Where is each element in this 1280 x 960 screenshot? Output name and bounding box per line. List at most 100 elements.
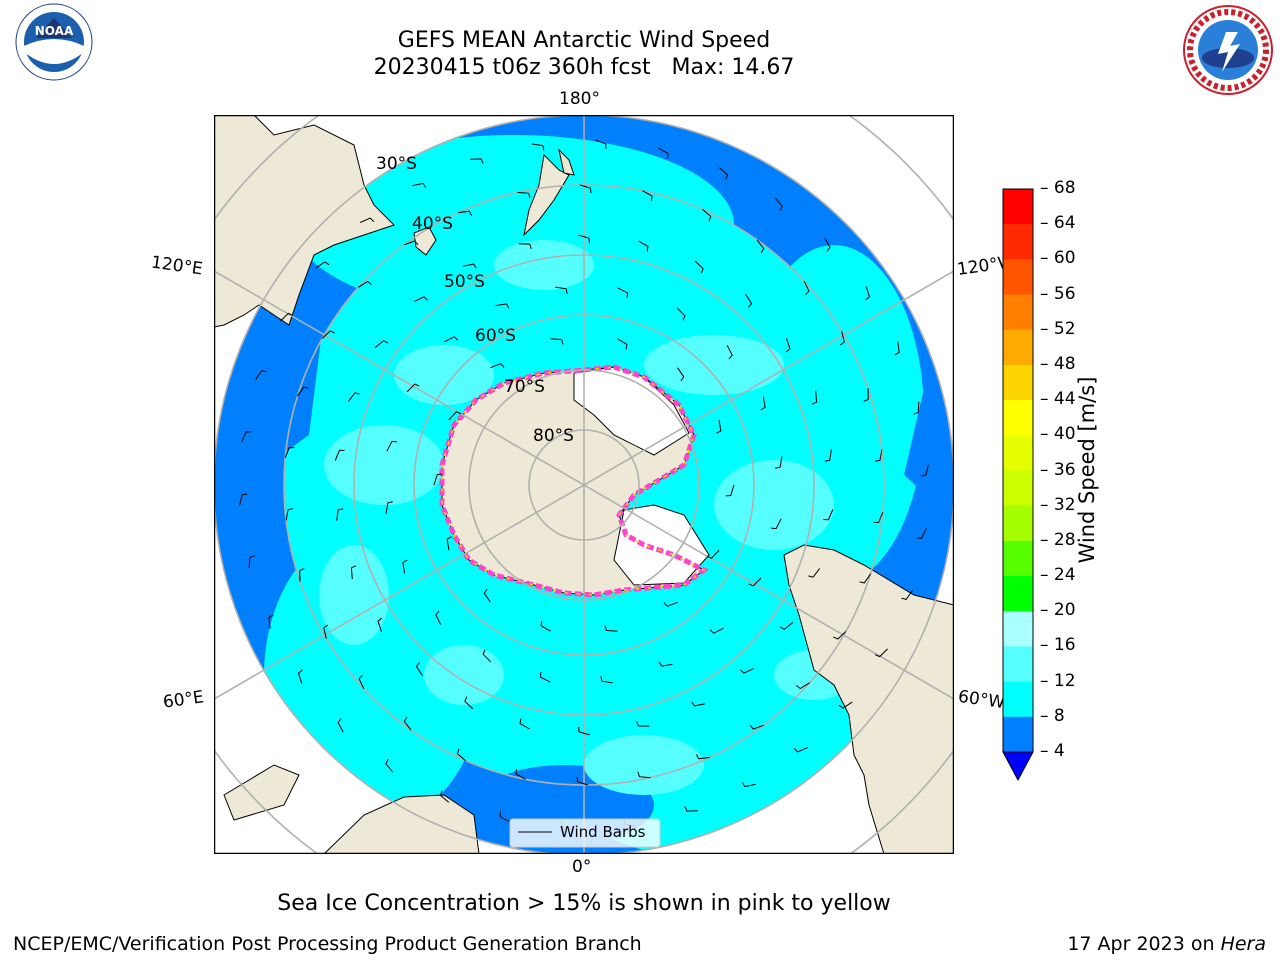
lon-label-120e: 120°E — [149, 252, 204, 280]
wind-barb — [695, 754, 710, 760]
wind-barb — [701, 208, 712, 222]
wind-barb — [415, 662, 423, 677]
wind-barb — [435, 610, 442, 625]
colorbar-extend-arrow — [1002, 751, 1034, 782]
wind-barb — [576, 776, 589, 786]
lat-label-30s: 30°S — [376, 154, 417, 174]
wind-barb — [578, 726, 590, 736]
wind-barb — [323, 624, 329, 639]
footer-right: 17 Apr 2023 on Hera — [1067, 933, 1266, 955]
colorbar — [1000, 185, 1040, 785]
colorbar-swatch — [1003, 224, 1033, 260]
colorbar-tick-label: – 20 — [1040, 600, 1076, 621]
wind-barb — [676, 307, 686, 321]
wind-barb — [321, 330, 335, 339]
colorbar-swatch — [1003, 294, 1033, 331]
wind-barb — [499, 811, 510, 823]
colorbar-swatch — [1003, 364, 1033, 401]
wind-barb — [863, 388, 869, 402]
lat-label-80s: 80°S — [533, 426, 574, 446]
wind-barb — [774, 197, 783, 211]
wind-barb — [385, 501, 393, 514]
wind-barb — [490, 363, 505, 369]
wind-barb — [518, 243, 532, 249]
wind-barb — [402, 559, 408, 574]
wind-barb — [385, 759, 394, 773]
colorbar-swatch — [1003, 329, 1033, 366]
wind-barb — [404, 240, 419, 246]
wind-barb — [600, 676, 613, 684]
colorbar-tick-label: – 44 — [1040, 389, 1076, 410]
graticule — [214, 115, 954, 854]
wind-barb — [808, 568, 821, 578]
wind-barb — [756, 239, 765, 254]
colorbar-swatches — [1003, 189, 1033, 753]
wind-barb — [691, 701, 706, 707]
wind-barb — [604, 625, 618, 632]
wind-barb — [901, 590, 913, 600]
colorbar-tick-label: – 56 — [1040, 283, 1076, 304]
wind-barb — [913, 401, 920, 415]
wind-barb — [916, 527, 927, 539]
wind-barb — [297, 669, 303, 684]
footer-left: NCEP/EMC/Verification Post Processing Pr… — [13, 933, 642, 955]
wind-barb — [920, 464, 929, 477]
wind-barb — [531, 143, 545, 151]
wind-barb — [617, 338, 628, 350]
colorbar-swatch — [1003, 435, 1033, 471]
wind-barb — [483, 588, 491, 603]
wind-barb — [299, 568, 305, 582]
wind-barb — [803, 280, 810, 296]
wind-barb — [859, 573, 872, 584]
wind-barb — [677, 367, 685, 382]
wind-barb — [285, 508, 294, 521]
wind-barb — [482, 649, 492, 663]
colorbar-tick-label: – 64 — [1040, 213, 1076, 234]
colorbar-swatch — [1003, 576, 1033, 612]
wind-barb — [413, 296, 428, 303]
wind-barb — [519, 718, 530, 730]
wind-barb — [684, 806, 698, 812]
wind-barb — [296, 386, 309, 397]
wind-barb — [239, 493, 248, 506]
wind-barb — [337, 718, 344, 733]
lon-label-60e: 60°E — [161, 687, 206, 713]
wind-barb — [358, 280, 373, 288]
wind-barb — [658, 147, 669, 159]
wind-barb — [255, 370, 267, 380]
wind-barb — [555, 286, 568, 294]
colorbar-tick-label: – 28 — [1040, 529, 1076, 550]
wind-barb — [470, 158, 484, 164]
colorbar-tick-label: – 60 — [1040, 248, 1076, 269]
lat-label-50s: 50°S — [444, 272, 485, 292]
wind-barb — [706, 549, 720, 559]
colorbar-swatch — [1003, 611, 1033, 647]
wind-barb — [663, 601, 678, 607]
lon-label-180: 180° — [559, 89, 600, 109]
wind-barb — [280, 312, 294, 322]
colorbar-swatch — [1003, 646, 1033, 683]
colorbar-tick-label: – 68 — [1040, 178, 1076, 198]
colorbar-tick-label: – 12 — [1040, 670, 1076, 691]
wind-barb — [595, 139, 607, 149]
colorbar-tick-label: – 36 — [1040, 459, 1076, 480]
wind-barb — [241, 431, 252, 443]
wind-barb — [740, 667, 755, 674]
wind-barb — [495, 303, 510, 309]
wind-barb — [865, 286, 871, 301]
wind-barbs-legend: Wind Barbs — [509, 818, 661, 848]
wind-barb — [726, 345, 733, 360]
colorbar-tick-label: – 8 — [1040, 705, 1065, 726]
colorbar-swatch — [1003, 400, 1033, 436]
polar-map: 30°S 40°S 50°S 60°S 70°S 80°S Wind Barbs — [213, 114, 955, 855]
wind-barb — [406, 383, 420, 393]
wind-barb — [874, 449, 883, 462]
footer-host: Hera — [1220, 933, 1266, 955]
wind-barb — [350, 565, 357, 579]
wind-barb — [433, 473, 443, 486]
wind-barb — [833, 631, 847, 640]
legend-label: Wind Barbs — [560, 823, 646, 841]
wind-barb — [360, 217, 375, 223]
wind-barb — [439, 790, 450, 803]
map-subtitle: 20230415 t06z 360h fcst Max: 14.67 — [373, 55, 795, 80]
